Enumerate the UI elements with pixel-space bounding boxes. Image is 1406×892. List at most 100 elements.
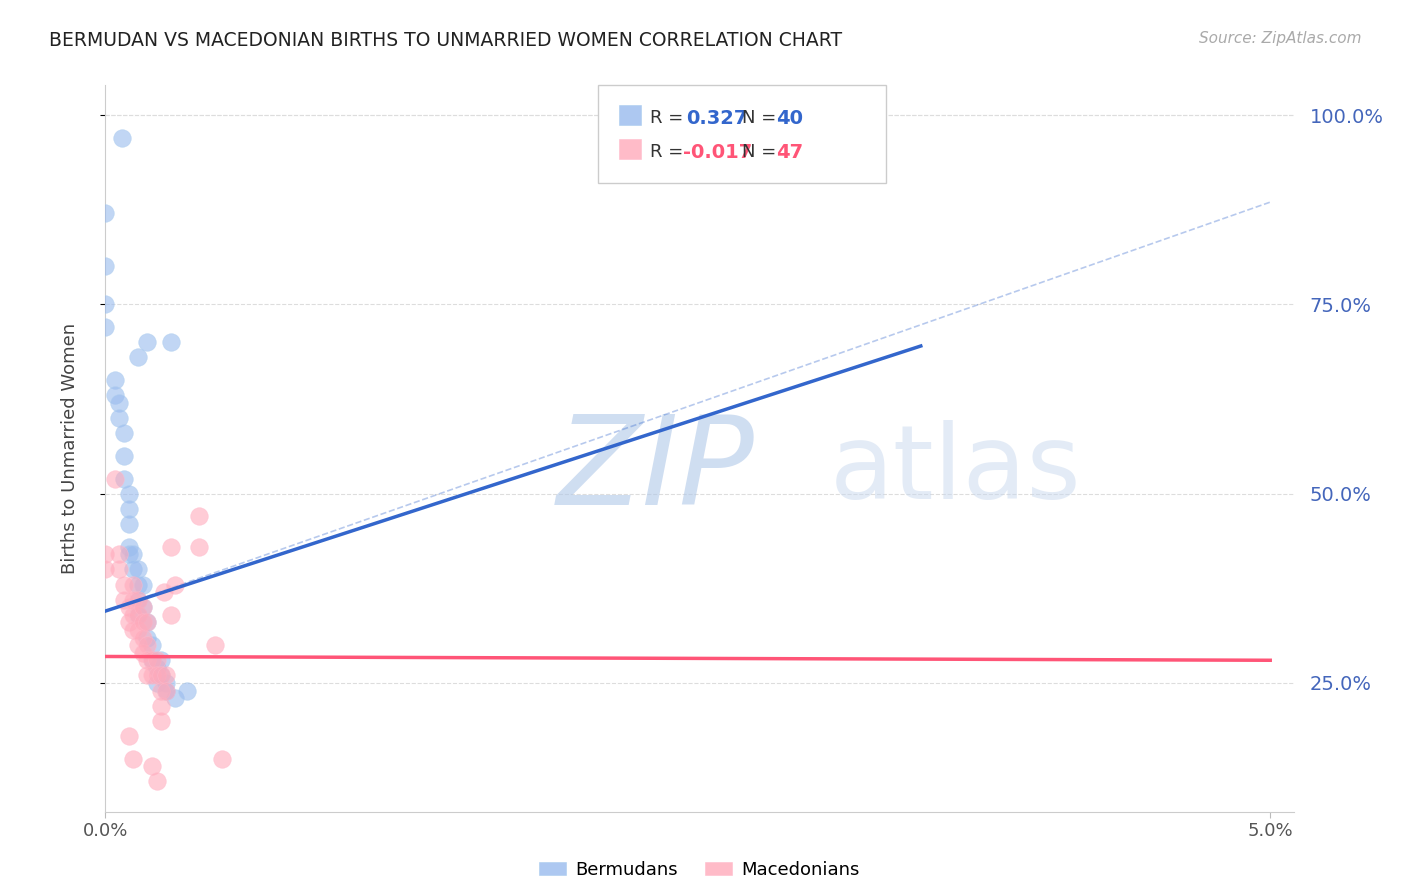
Point (141, 653, 163, 667)
Point (118, 547, 141, 561)
Point (94, 206, 117, 220)
Point (127, 623, 149, 637)
Point (152, 585, 174, 599)
Point (155, 676, 177, 690)
Point (159, 335, 181, 350)
Point (111, 130, 134, 145)
Text: -0.017: -0.017 (683, 143, 752, 161)
Point (108, 562, 131, 576)
Text: N =: N = (742, 109, 782, 127)
Point (145, 676, 167, 690)
Point (104, 471, 127, 485)
Point (136, 653, 159, 667)
Point (159, 607, 181, 622)
Point (94, 260, 117, 274)
Point (145, 668, 167, 682)
Point (118, 486, 141, 500)
Text: ZIP: ZIP (557, 409, 755, 531)
Point (127, 577, 149, 591)
Point (104, 373, 127, 387)
Point (94, 320, 117, 334)
Point (118, 501, 141, 516)
Point (136, 668, 159, 682)
Point (132, 615, 155, 630)
Point (165, 691, 187, 706)
Point (211, 752, 233, 766)
Point (127, 351, 149, 365)
Point (204, 638, 226, 652)
Point (122, 752, 145, 766)
Point (108, 547, 131, 561)
Point (104, 388, 127, 402)
Point (132, 600, 155, 615)
Point (155, 683, 177, 698)
Point (122, 547, 145, 561)
Point (94, 297, 117, 311)
Text: Source: ZipAtlas.com: Source: ZipAtlas.com (1198, 31, 1361, 46)
Point (127, 607, 149, 622)
Point (150, 653, 173, 667)
Point (141, 638, 163, 652)
Point (112, 592, 135, 607)
Point (94, 547, 117, 561)
Point (122, 577, 145, 591)
Point (150, 683, 173, 698)
Point (108, 411, 131, 425)
Point (132, 600, 155, 615)
Point (118, 615, 141, 630)
Text: 47: 47 (776, 143, 803, 161)
Text: R =: R = (650, 109, 689, 127)
Text: 40: 40 (776, 109, 803, 128)
Point (122, 623, 145, 637)
Point (141, 668, 163, 682)
Point (112, 577, 135, 591)
Point (94, 562, 117, 576)
Text: atlas: atlas (830, 419, 1083, 521)
Point (118, 600, 141, 615)
Point (118, 516, 141, 531)
Point (127, 592, 149, 607)
Text: N =: N = (742, 143, 782, 161)
Point (155, 683, 177, 698)
Point (145, 653, 167, 667)
Text: BERMUDAN VS MACEDONIAN BIRTHS TO UNMARRIED WOMEN CORRELATION CHART: BERMUDAN VS MACEDONIAN BIRTHS TO UNMARRI… (49, 31, 842, 50)
Point (132, 577, 155, 591)
Point (145, 661, 167, 675)
Point (112, 449, 135, 463)
Point (136, 615, 159, 630)
Point (122, 562, 145, 576)
Point (165, 577, 187, 591)
Point (112, 471, 135, 485)
Point (136, 638, 159, 652)
Point (132, 631, 155, 645)
Text: 0.327: 0.327 (686, 109, 748, 128)
Point (132, 646, 155, 660)
Point (136, 335, 159, 350)
Point (127, 562, 149, 576)
Point (127, 638, 149, 652)
Point (150, 668, 173, 682)
Point (155, 668, 177, 682)
Point (159, 540, 181, 554)
Text: R =: R = (650, 143, 689, 161)
Point (112, 426, 135, 441)
Point (150, 668, 173, 682)
Point (136, 615, 159, 630)
Point (150, 714, 173, 728)
Point (122, 592, 145, 607)
Point (187, 509, 209, 524)
Point (176, 683, 198, 698)
Point (127, 592, 149, 607)
Point (145, 774, 167, 789)
Point (108, 396, 131, 410)
Point (127, 607, 149, 622)
Point (118, 729, 141, 743)
Point (122, 607, 145, 622)
Point (187, 540, 209, 554)
Point (141, 653, 163, 667)
Y-axis label: Births to Unmarried Women: Births to Unmarried Women (60, 323, 79, 574)
Point (150, 698, 173, 713)
Point (141, 759, 163, 773)
Legend: Bermudans, Macedonians: Bermudans, Macedonians (531, 854, 868, 887)
Point (118, 540, 141, 554)
